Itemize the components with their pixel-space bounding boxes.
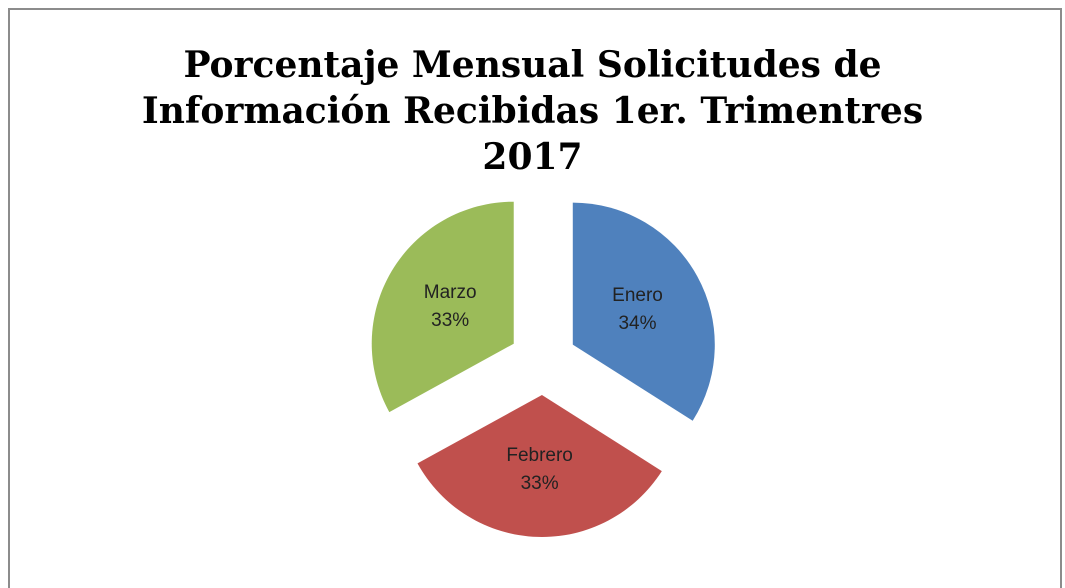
chart-frame bbox=[8, 8, 1062, 588]
slice-category-label: Marzo bbox=[424, 282, 477, 303]
slice-value-label: 33% bbox=[431, 310, 469, 331]
pie-slice bbox=[417, 394, 662, 537]
slice-value-label: 34% bbox=[618, 313, 656, 334]
chart-title-box: Porcentaje Mensual Solicitudes de Inform… bbox=[0, 42, 1065, 180]
slice-category-label: Febrero bbox=[506, 445, 573, 466]
pie-slice bbox=[371, 201, 514, 413]
chart-title: Porcentaje Mensual Solicitudes de Inform… bbox=[141, 44, 924, 178]
pie-slice bbox=[572, 202, 715, 421]
slice-category-label: Enero bbox=[612, 285, 663, 306]
slice-value-label: 33% bbox=[521, 473, 559, 494]
